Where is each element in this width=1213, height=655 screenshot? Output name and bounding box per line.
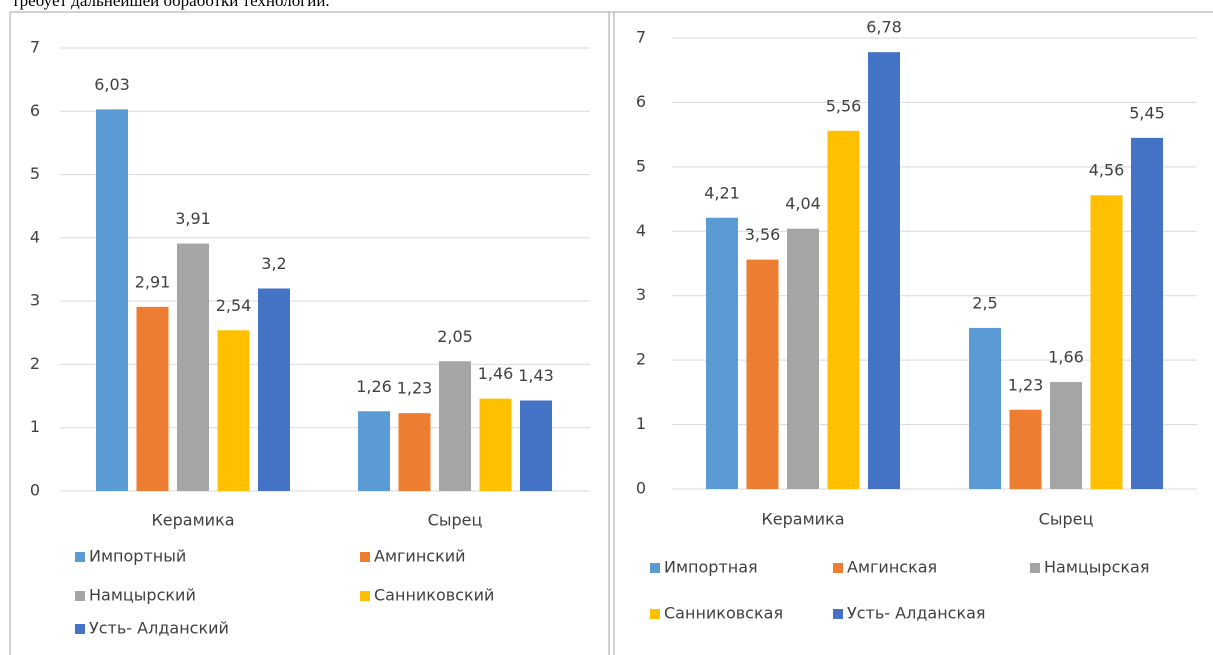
legend-label: Санниковская xyxy=(664,604,783,623)
bar xyxy=(969,327,1001,489)
caption: требует дальнейшей обработки технологии. xyxy=(12,0,330,10)
legend-label: Амгинская xyxy=(847,558,937,577)
value-label: 1,46 xyxy=(478,364,514,383)
legend-swatch xyxy=(75,591,85,601)
bar xyxy=(746,259,779,489)
value-label: 6,78 xyxy=(866,18,902,37)
bar xyxy=(217,330,250,491)
value-label: 2,05 xyxy=(437,327,473,346)
value-label: 4,56 xyxy=(1089,161,1125,180)
bar xyxy=(1090,195,1123,489)
x-tick-label: Керамика xyxy=(761,510,844,529)
legend-swatch xyxy=(75,552,85,562)
bar xyxy=(827,130,860,489)
legend-swatch xyxy=(833,609,843,619)
value-label: 2,54 xyxy=(216,296,252,315)
legend-label: Намцырский xyxy=(89,586,196,605)
value-label: 2,91 xyxy=(135,272,171,291)
legend-swatch xyxy=(833,563,843,573)
value-label: 1,23 xyxy=(1008,375,1044,394)
value-label: 2,5 xyxy=(972,293,997,312)
y-tick-label: 7 xyxy=(30,38,40,57)
legend-swatch xyxy=(650,563,660,573)
legend-swatch xyxy=(650,609,660,619)
x-tick-label: Сырец xyxy=(428,511,483,530)
bar xyxy=(1009,409,1042,489)
bar xyxy=(136,306,169,491)
bar xyxy=(358,411,390,491)
value-label: 1,43 xyxy=(518,366,554,385)
bar xyxy=(258,288,290,491)
legend-swatch xyxy=(360,552,370,562)
bar xyxy=(868,52,900,489)
value-label: 1,66 xyxy=(1048,348,1084,367)
legend-label: Усть- Алданский xyxy=(89,619,229,638)
y-tick-label: 1 xyxy=(30,417,40,436)
value-label: 5,45 xyxy=(1129,103,1165,122)
y-tick-label: 7 xyxy=(636,28,646,47)
value-label: 3,2 xyxy=(261,254,286,273)
legend-label: Импортный xyxy=(89,547,186,566)
legend-swatch xyxy=(1030,563,1040,573)
legend-label: Намцырская xyxy=(1044,558,1149,577)
legend-swatch xyxy=(75,624,85,634)
y-tick-label: 2 xyxy=(30,354,40,373)
bar xyxy=(706,217,738,489)
y-tick-label: 6 xyxy=(30,101,40,120)
legend-label: Амгинский xyxy=(374,547,466,566)
value-label: 3,91 xyxy=(175,209,211,228)
y-tick-label: 4 xyxy=(30,227,40,246)
legend-label: Санниковский xyxy=(374,586,494,605)
value-label: 1,26 xyxy=(356,377,392,396)
y-tick-label: 0 xyxy=(636,479,646,498)
bar xyxy=(439,361,471,491)
bar xyxy=(520,400,552,491)
y-tick-label: 0 xyxy=(30,481,40,500)
y-tick-label: 4 xyxy=(636,221,646,240)
y-tick-label: 3 xyxy=(636,285,646,304)
bar xyxy=(479,398,512,491)
bar xyxy=(787,228,819,490)
bar xyxy=(177,243,209,491)
y-tick-label: 3 xyxy=(30,291,40,310)
bar xyxy=(398,413,431,491)
legend-label: Усть- Алданская xyxy=(847,604,986,623)
value-label: 4,04 xyxy=(785,194,821,213)
value-label: 6,03 xyxy=(94,75,130,94)
y-tick-label: 2 xyxy=(636,350,646,369)
y-tick-label: 5 xyxy=(30,164,40,183)
y-tick-label: 1 xyxy=(636,414,646,433)
value-label: 5,56 xyxy=(826,96,862,115)
bar xyxy=(1050,382,1082,489)
value-label: 4,21 xyxy=(704,183,740,202)
y-tick-label: 5 xyxy=(636,156,646,175)
x-tick-label: Керамика xyxy=(151,511,234,530)
value-label: 1,23 xyxy=(397,379,433,398)
y-tick-label: 6 xyxy=(636,92,646,111)
value-label: 3,56 xyxy=(745,225,781,244)
x-tick-label: Сырец xyxy=(1039,510,1094,529)
bar xyxy=(96,109,128,491)
bar xyxy=(1131,137,1163,489)
legend-label: Импортная xyxy=(664,558,758,577)
legend-swatch xyxy=(360,591,370,601)
